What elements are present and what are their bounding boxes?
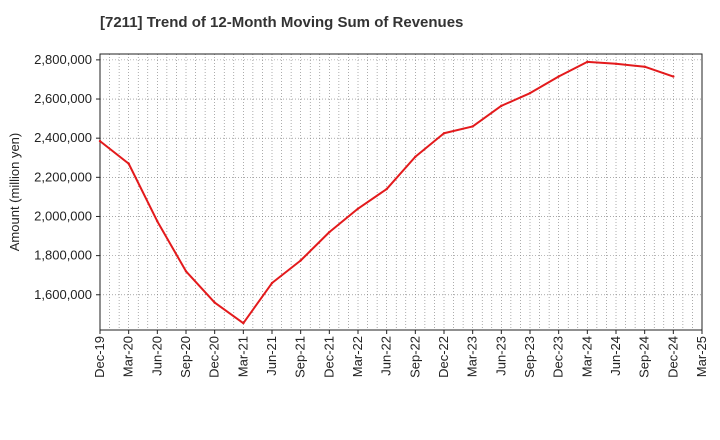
x-tick-label: Dec-22 — [436, 336, 451, 378]
data-point — [127, 162, 130, 165]
x-tick-label: Mar-24 — [579, 336, 594, 377]
y-axis-title: Amount (million yen) — [7, 133, 22, 252]
x-tick-label: Sep-24 — [637, 336, 652, 378]
y-axis: 1,600,000 1,800,000 2,000,000 2,200,000 2,40… — [34, 52, 100, 302]
y-tick-label: 2,600,000 — [34, 91, 92, 106]
grid-lines — [100, 54, 702, 330]
x-tick-label: Sep-23 — [522, 336, 537, 378]
x-tick-label: Jun-20 — [149, 336, 164, 376]
x-tick-label: Mar-25 — [694, 336, 709, 377]
y-tick-label: 2,800,000 — [34, 52, 92, 67]
data-point — [442, 132, 446, 135]
x-axis: Dec-19 Mar-20 Jun-20 Sep-20 Dec-20 Mar-21 Jun-… — [92, 330, 709, 378]
series-group — [98, 60, 675, 325]
data-point — [270, 281, 274, 285]
x-tick-label: Jun-21 — [264, 336, 279, 376]
x-tick-label: Sep-21 — [293, 336, 308, 378]
data-point — [500, 104, 503, 108]
data-point — [184, 270, 188, 273]
x-tick-label: Jun-22 — [379, 336, 394, 376]
x-tick-label: Jun-23 — [493, 336, 508, 376]
chart-title: [7211] Trend of 12-Month Moving Sum of R… — [100, 14, 464, 31]
data-point — [385, 187, 388, 191]
y-tick-label: 1,800,000 — [34, 248, 92, 263]
data-point — [299, 259, 302, 262]
data-point — [98, 139, 102, 143]
data-point — [643, 65, 646, 68]
y-tick-label: 2,400,000 — [34, 130, 92, 145]
x-tick-label: Mar-21 — [235, 336, 250, 377]
x-tick-label: Mar-23 — [465, 336, 480, 377]
data-point — [242, 321, 245, 325]
plot-border — [99, 53, 703, 331]
x-tick-label: Dec-24 — [665, 336, 680, 378]
x-tick-label: Jun-24 — [608, 336, 623, 376]
data-point — [213, 301, 216, 304]
x-tick-label: Dec-20 — [207, 336, 222, 378]
data-point — [528, 91, 532, 95]
y-tick-label: 2,000,000 — [34, 208, 92, 223]
data-point — [414, 155, 417, 158]
x-tick-label: Mar-22 — [350, 336, 365, 377]
x-tick-label: Sep-22 — [407, 336, 422, 378]
data-point — [672, 75, 675, 78]
data-point — [356, 207, 360, 210]
data-point — [614, 62, 618, 65]
data-point — [328, 230, 331, 234]
y-tick-label: 1,600,000 — [34, 287, 92, 302]
x-tick-label: Dec-19 — [92, 336, 107, 378]
x-tick-label: Mar-20 — [121, 336, 136, 377]
x-tick-label: Dec-21 — [321, 336, 336, 378]
data-point — [471, 125, 474, 128]
y-tick-label: 2,200,000 — [34, 169, 92, 184]
data-point — [557, 75, 560, 78]
plot-area — [100, 54, 702, 330]
x-tick-label: Dec-23 — [551, 336, 566, 378]
data-point — [586, 60, 589, 64]
x-tick-label: Sep-20 — [178, 336, 193, 378]
data-point — [156, 220, 159, 223]
